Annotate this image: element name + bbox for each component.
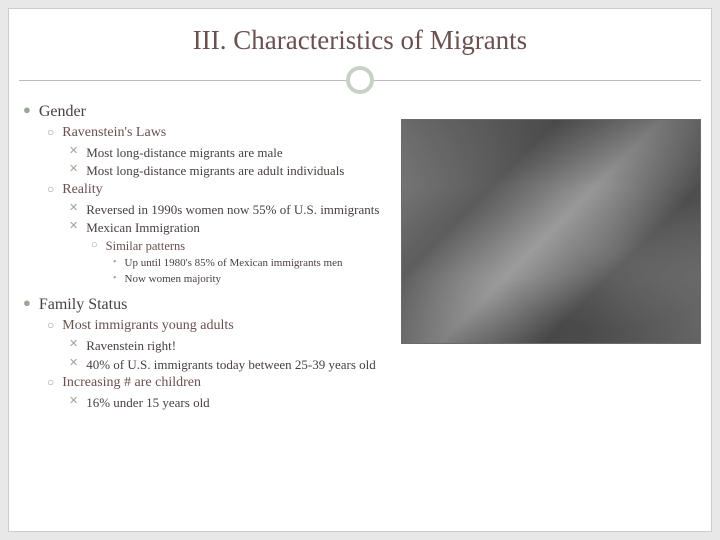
bullet-icon: ○ xyxy=(47,317,54,333)
list-item: ○ Increasing # are children ✕ 16% under 15… xyxy=(47,374,427,411)
bullet-icon: ✕ xyxy=(69,394,78,409)
outline-text: 16% under 15 years old xyxy=(86,394,209,412)
outline-text: Now women majority xyxy=(125,272,222,287)
bullet-icon: ✕ xyxy=(69,144,78,159)
outline-text: Gender xyxy=(39,102,86,123)
bullet-icon: ✕ xyxy=(69,337,78,352)
outline-text: Family Status xyxy=(39,295,127,316)
divider-circle-icon xyxy=(346,66,374,94)
outline-text: Most long-distance migrants are male xyxy=(86,144,282,162)
list-item: ✕ 40% of U.S. immigrants today between 25… xyxy=(69,356,427,374)
list-item: ● Family Status ○ Most immigrants young ad… xyxy=(23,295,697,411)
content-area: ● Gender ○ Ravenstein's Laws ✕ Most long-di… xyxy=(9,102,711,412)
slide-title: III. Characteristics of Migrants xyxy=(9,9,711,66)
list-item: • Now women majority xyxy=(113,272,427,287)
bullet-icon: ✕ xyxy=(69,162,78,177)
outline-text: Most immigrants young adults xyxy=(62,317,234,336)
outline-text: Similar patterns xyxy=(106,238,186,255)
list-item: ✕ Most long-distance migrants are male xyxy=(69,144,427,162)
bullet-icon: ✕ xyxy=(69,201,78,216)
bullet-icon: ○ xyxy=(91,238,98,253)
list-item: ● Gender ○ Ravenstein's Laws ✕ Most long-di… xyxy=(23,102,697,287)
outline-text: Most long-distance migrants are adult in… xyxy=(86,162,344,180)
slide: III. Characteristics of Migrants ● Gender… xyxy=(8,8,712,532)
outline-text: Reversed in 1990s women now 55% of U.S. … xyxy=(86,201,379,219)
outline-text: Mexican Immigration xyxy=(86,219,200,237)
bullet-icon: ○ xyxy=(47,374,54,390)
bullet-icon: • xyxy=(113,256,117,270)
divider xyxy=(9,66,711,96)
list-item: ✕ 16% under 15 years old xyxy=(69,394,427,412)
list-item: ○ Similar patterns • Up until 1980's 85% o… xyxy=(91,238,427,288)
list-item: ✕ Mexican Immigration ○ Similar patterns •… xyxy=(69,219,427,287)
bullet-icon: • xyxy=(113,272,117,286)
outline-text: Ravenstein right! xyxy=(86,337,176,355)
outline-text: 40% of U.S. immigrants today between 25-… xyxy=(86,356,376,374)
list-item: ○ Reality ✕ Reversed in 1990s women now 55… xyxy=(47,181,427,288)
outline-text: Increasing # are children xyxy=(62,374,201,393)
list-item: ✕ Most long-distance migrants are adult i… xyxy=(69,162,427,180)
list-item: ○ Ravenstein's Laws ✕ Most long-distance m… xyxy=(47,124,427,180)
bullet-icon: ○ xyxy=(47,124,54,140)
outline-text: Up until 1980's 85% of Mexican immigrant… xyxy=(125,256,343,271)
list-item: ✕ Ravenstein right! xyxy=(69,337,427,355)
list-item: • Up until 1980's 85% of Mexican immigran… xyxy=(113,256,427,271)
bullet-icon: ● xyxy=(23,295,31,312)
bullet-icon: ○ xyxy=(47,181,54,197)
bullet-icon: ✕ xyxy=(69,356,78,371)
list-item: ✕ Reversed in 1990s women now 55% of U.S.… xyxy=(69,201,427,219)
bullet-icon: ● xyxy=(23,102,31,119)
bullet-icon: ✕ xyxy=(69,219,78,234)
list-item: ○ Most immigrants young adults ✕ Ravenstei… xyxy=(47,317,427,373)
outline-text: Ravenstein's Laws xyxy=(62,124,166,143)
outline-text: Reality xyxy=(62,181,102,200)
